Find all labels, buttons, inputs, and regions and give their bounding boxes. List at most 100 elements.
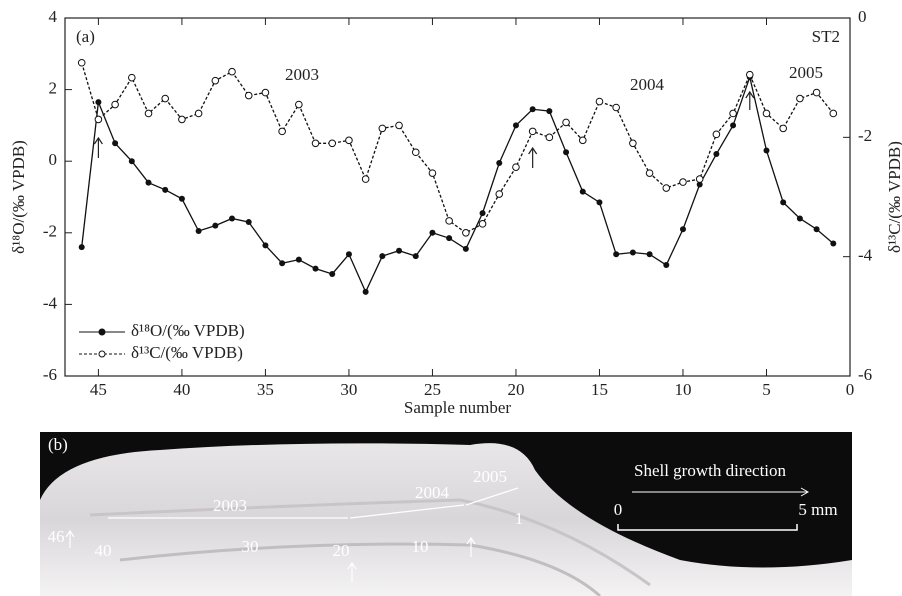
point [446, 218, 453, 225]
point [763, 147, 769, 153]
sample-label: 20 [333, 541, 350, 560]
growth-direction: Shell growth direction [634, 461, 787, 480]
point [830, 110, 837, 117]
point [529, 128, 536, 135]
point [246, 219, 252, 225]
point [646, 170, 653, 177]
annotation: ST2 [812, 27, 840, 46]
point [530, 106, 536, 112]
point [429, 170, 436, 177]
y-tick-label: -2 [43, 222, 57, 241]
point [179, 116, 186, 123]
y2-tick-label: -6 [858, 365, 872, 384]
point [746, 71, 753, 78]
point [496, 191, 503, 198]
point [814, 226, 820, 232]
point [479, 221, 486, 228]
y-tick-label: 4 [49, 7, 58, 26]
sample-label: 1 [515, 509, 524, 528]
annotation: 2005 [789, 63, 823, 82]
point [162, 95, 169, 102]
x-tick-label: 20 [507, 380, 524, 399]
y-axis-label: δ¹⁸O/(‰ VPDB) [9, 140, 28, 254]
point [229, 68, 236, 75]
legend-marker [99, 329, 105, 335]
point [362, 176, 369, 183]
point [296, 257, 302, 263]
scale-end: 5 mm [798, 500, 837, 519]
point [579, 137, 586, 144]
point [713, 151, 719, 157]
y-tick-label: 2 [49, 79, 58, 98]
point [279, 260, 285, 266]
x-axis-label: Sample number [404, 398, 512, 417]
point [780, 125, 787, 132]
y2-tick-label: 0 [858, 7, 867, 26]
y2-axis-label: δ¹³C/(‰ VPDB) [885, 141, 902, 253]
point [329, 271, 335, 277]
point [145, 110, 152, 117]
point [730, 110, 737, 117]
point [630, 140, 637, 147]
point [480, 210, 486, 216]
point [513, 164, 520, 171]
point [696, 176, 703, 183]
legend-marker [99, 351, 105, 357]
year-label: 2005 [473, 467, 507, 486]
point [546, 134, 553, 141]
x-tick-label: 30 [340, 380, 357, 399]
photo-label: (b) [48, 435, 68, 454]
point [412, 149, 419, 156]
point [262, 242, 268, 248]
x-tick-label: 0 [846, 380, 855, 399]
point [546, 108, 552, 114]
point [79, 244, 85, 250]
point [95, 116, 102, 123]
point [647, 251, 653, 257]
point [730, 122, 736, 128]
point [212, 77, 219, 84]
x-tick-label: 35 [257, 380, 274, 399]
point [146, 180, 152, 186]
point [596, 98, 603, 105]
sample-label: 10 [412, 537, 429, 556]
x-tick-label: 10 [674, 380, 691, 399]
x-tick-label: 25 [424, 380, 441, 399]
point [296, 101, 303, 108]
point [580, 189, 586, 195]
sample-label: 30 [242, 537, 259, 556]
point [830, 241, 836, 247]
point [763, 110, 770, 117]
point [179, 196, 185, 202]
point [563, 119, 570, 126]
annotation: 2004 [630, 75, 665, 94]
point [379, 253, 385, 259]
point [95, 99, 101, 105]
y2-tick-label: -2 [858, 126, 872, 145]
y-tick-label: 0 [49, 150, 58, 169]
point [196, 228, 202, 234]
point [396, 248, 402, 254]
point [195, 110, 202, 117]
legend-label: δ¹³C/(‰ VPDB) [131, 343, 243, 362]
point [563, 149, 569, 155]
point [279, 128, 286, 135]
point [363, 289, 369, 295]
point [413, 253, 419, 259]
x-tick-label: 40 [173, 380, 190, 399]
point [663, 262, 669, 268]
point [212, 223, 218, 229]
point [112, 140, 118, 146]
point [496, 160, 502, 166]
point [797, 95, 804, 102]
point [346, 251, 352, 257]
point [78, 59, 85, 66]
point [513, 122, 519, 128]
point [446, 235, 452, 241]
scale-start: 0 [614, 500, 623, 519]
year-label: 2004 [415, 483, 450, 502]
point [463, 230, 470, 237]
point [329, 140, 336, 147]
series-line [82, 77, 834, 292]
point [713, 131, 720, 138]
